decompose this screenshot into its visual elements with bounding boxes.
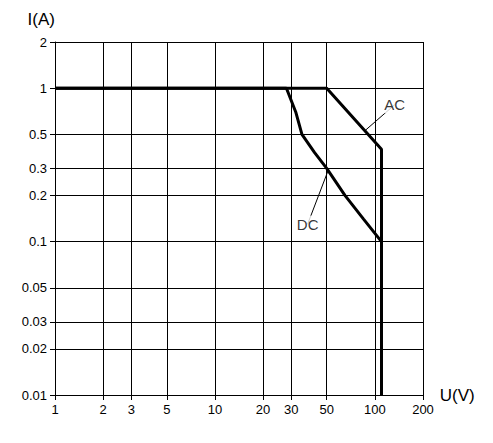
svg-text:1: 1 bbox=[40, 81, 47, 96]
svg-text:100: 100 bbox=[364, 402, 386, 417]
svg-text:0.1: 0.1 bbox=[29, 234, 47, 249]
svg-text:U(V): U(V) bbox=[440, 386, 475, 405]
svg-text:0.01: 0.01 bbox=[22, 388, 47, 403]
svg-text:30: 30 bbox=[284, 402, 298, 417]
svg-text:2: 2 bbox=[40, 35, 47, 50]
svg-text:0.3: 0.3 bbox=[29, 161, 47, 176]
svg-text:0.02: 0.02 bbox=[22, 341, 47, 356]
svg-text:5: 5 bbox=[163, 402, 170, 417]
svg-text:0.05: 0.05 bbox=[22, 280, 47, 295]
svg-text:I(A): I(A) bbox=[28, 10, 55, 29]
svg-text:3: 3 bbox=[128, 402, 135, 417]
svg-text:50: 50 bbox=[319, 402, 333, 417]
svg-text:1: 1 bbox=[51, 402, 58, 417]
svg-text:10: 10 bbox=[208, 402, 222, 417]
svg-text:DC: DC bbox=[297, 216, 319, 233]
svg-text:200: 200 bbox=[412, 402, 434, 417]
svg-text:20: 20 bbox=[256, 402, 270, 417]
svg-text:0.03: 0.03 bbox=[22, 314, 47, 329]
svg-text:AC: AC bbox=[384, 96, 405, 113]
svg-text:0.5: 0.5 bbox=[29, 127, 47, 142]
svg-text:0.2: 0.2 bbox=[29, 188, 47, 203]
svg-text:2: 2 bbox=[100, 402, 107, 417]
